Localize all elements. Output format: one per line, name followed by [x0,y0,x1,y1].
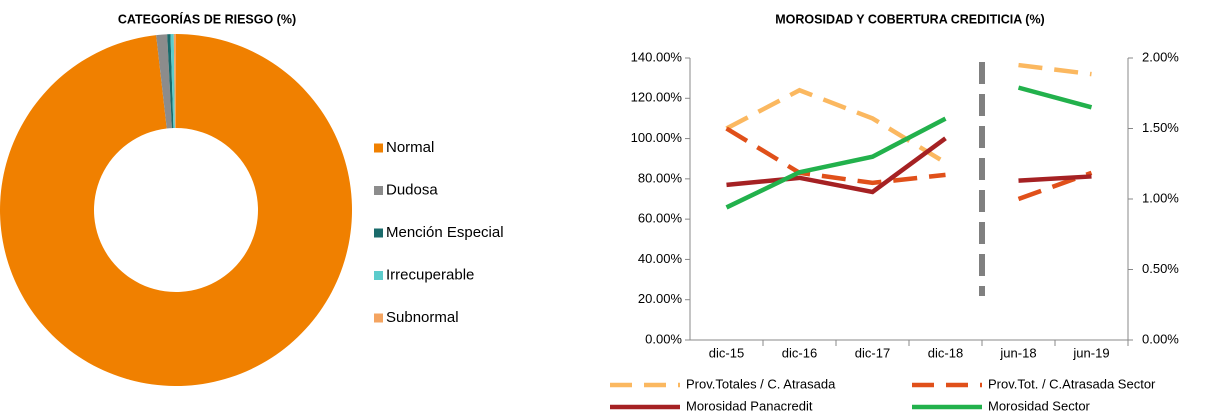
x-tick-label: dic-15 [709,345,744,360]
y2-tick-label: 1.50% [1142,120,1179,135]
legend-label: Mención Especial [386,224,504,241]
legend-label: Morosidad Panacredit [686,398,813,413]
legend-label: Subnormal [386,309,459,326]
y-tick-label: 120.00% [631,90,683,105]
chart-title: MOROSIDAD Y COBERTURA CREDITICIA (%) [775,12,1044,26]
legend-swatch [374,143,383,153]
legend-label: Morosidad Sector [988,398,1091,413]
series-line [1017,170,1093,202]
y-tick-label: 80.00% [638,170,683,185]
series-line [726,136,947,195]
series-line [1017,85,1093,110]
x-tick-label: dic-16 [782,345,817,360]
series-line [725,116,947,210]
series-line [725,87,947,165]
legend-swatch [374,271,383,280]
legend-swatch [374,313,383,323]
y-tick-label: 0.00% [645,331,682,346]
legend-label: Prov.Totales / C. Atrasada [686,376,836,391]
legend-label: Normal [386,139,434,156]
y2-tick-label: 1.00% [1142,190,1179,205]
x-tick-label: jun-19 [1072,345,1109,360]
legend-label: Prov.Tot. / C.Atrasada Sector [988,376,1156,391]
x-tick-label: dic-18 [928,345,963,360]
pie-slice [0,34,352,386]
chart-title: CATEGORÍAS DE RIESGO (%) [118,11,296,26]
y-tick-label: 100.00% [631,130,683,145]
y2-tick-label: 2.00% [1142,49,1179,64]
x-tick-label: jun-18 [999,345,1036,360]
legend-label: Irrecuperable [386,266,474,283]
legend-swatch [374,228,383,238]
pie-slice [170,34,175,129]
pie-slice [167,34,174,129]
y-tick-label: 40.00% [638,251,683,266]
y-tick-label: 140.00% [631,49,683,64]
series-line [725,126,946,186]
y-tick-label: 60.00% [638,211,683,226]
pie-slice [173,34,176,129]
legend-label: Dudosa [386,181,438,198]
y-tick-label: 20.00% [638,291,683,306]
pie-slice [156,34,172,129]
legend-swatch [374,186,383,195]
series-line [1018,62,1092,77]
y2-tick-label: 0.50% [1142,261,1179,276]
y2-tick-label: 0.00% [1142,331,1179,346]
x-tick-label: dic-17 [855,345,890,360]
series-line [1018,174,1092,183]
